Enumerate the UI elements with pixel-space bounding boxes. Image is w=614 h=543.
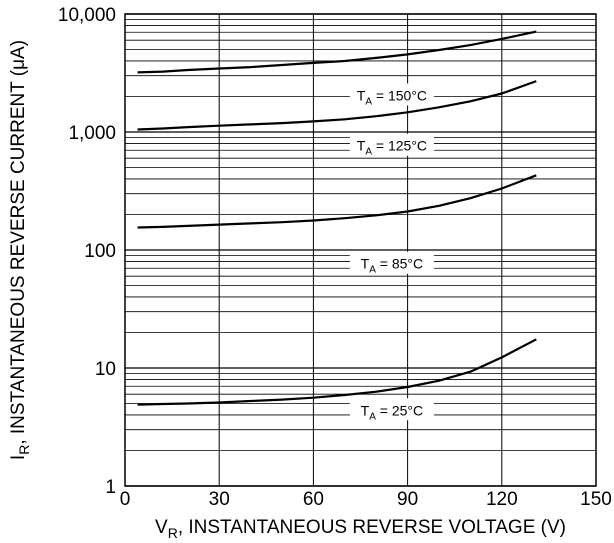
y-axis-title-sub: R	[16, 445, 32, 455]
y-tick-labels: 1 10 100 1,000 10,000	[58, 5, 116, 498]
curve-label-main: T	[357, 138, 366, 154]
y-axis-title-main: I	[8, 455, 29, 460]
x-tick-labels: 0 30 60 90 120 150	[120, 489, 612, 510]
x-tick-label: 0	[120, 489, 131, 510]
series-line-0	[137, 30, 537, 74]
curve-label-background	[349, 398, 434, 421]
series-line-2	[137, 174, 537, 229]
x-axis-title: VR, INSTANTANEOUS REVERSE VOLTAGE (V)	[155, 517, 566, 541]
curve-label-0: TA = 150°C	[357, 87, 427, 107]
curve-label-background	[349, 133, 434, 156]
x-tick-label: 30	[209, 489, 230, 510]
x-tick-label: 60	[303, 489, 324, 510]
x-tick-label: 150	[580, 489, 612, 510]
curve-label-2: TA = 85°C	[361, 256, 423, 276]
curve-label-1: TA = 125°C	[357, 138, 427, 158]
curve-label-sub: A	[369, 265, 376, 276]
curve-label-sub: A	[369, 411, 376, 422]
curve-label-main: T	[361, 256, 370, 272]
y-tick-label: 10,000	[58, 5, 116, 26]
plot-frame	[124, 13, 597, 487]
series-layer: TA = 150°CTA = 125°CTA = 85°CTA = 25°C	[137, 30, 537, 422]
x-axis-title-rest: , INSTANTANEOUS REVERSE VOLTAGE (V)	[178, 517, 566, 538]
curve-label-3: TA = 25°C	[361, 402, 423, 422]
series-line-3	[137, 338, 537, 406]
x-tick-label: 120	[486, 489, 518, 510]
x-tick-label: 90	[397, 489, 418, 510]
y-axis-title-rest: , INSTANTANEOUS REVERSE CURRENT (μA)	[8, 40, 29, 445]
curve-label-rest: = 125°C	[372, 138, 427, 154]
curve-label-background	[349, 251, 434, 274]
x-axis-title-sub: R	[168, 525, 178, 541]
y-tick-label: 1	[105, 477, 116, 498]
y-axis-title: IR, INSTANTANEOUS REVERSE CURRENT (μA)	[8, 40, 32, 460]
x-axis-title-main: V	[155, 517, 168, 538]
curve-label-main: T	[361, 402, 370, 418]
curve-label-rest: = 25°C	[376, 402, 423, 418]
y-tick-label: 1,000	[68, 123, 116, 144]
curve-label-background	[349, 83, 434, 106]
series-line-1	[137, 80, 537, 131]
y-tick-label: 100	[84, 241, 116, 262]
curve-label-rest: = 150°C	[372, 87, 427, 103]
curve-label-sub: A	[365, 96, 372, 107]
curve-label-sub: A	[365, 147, 372, 158]
curve-label-main: T	[357, 87, 366, 103]
curve-label-rest: = 85°C	[376, 256, 423, 272]
y-tick-label: 10	[95, 359, 116, 380]
